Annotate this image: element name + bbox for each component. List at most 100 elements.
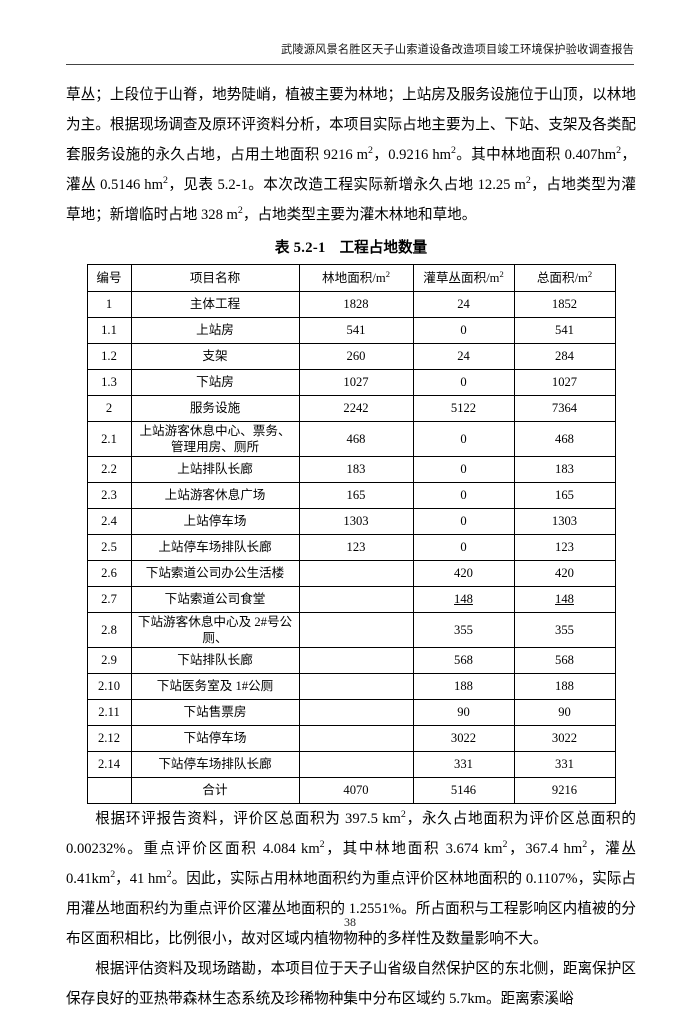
cell-total-area: 3022 bbox=[513, 725, 616, 752]
table-header-cell: 编号 bbox=[86, 264, 132, 292]
cell-forest-area bbox=[298, 560, 414, 587]
table-body: 1 主体工程 1828 24 1852 1.1 上站房 541 0 541 1.2 支架 260 24 28… bbox=[86, 291, 616, 804]
cell-shrub-area: 355 bbox=[412, 612, 515, 648]
table-row: 2 服务设施 2242 5122 7364 bbox=[86, 395, 616, 422]
cell-id: 2.1 bbox=[86, 421, 132, 457]
paragraph-land-use: 草丛；上段位于山脊，地势陡峭，植被主要为林地；上站房及服务设施位于山顶，以林地为… bbox=[66, 87, 636, 223]
cell-name: 下站医务室及 1#公厕 bbox=[130, 673, 300, 700]
cell-id: 1.3 bbox=[86, 369, 132, 396]
table-caption-number: 表 5.2-1 bbox=[274, 240, 326, 256]
cell-forest-area: 123 bbox=[298, 534, 414, 561]
superscript: 2 bbox=[525, 175, 531, 187]
cell-id: 2.6 bbox=[86, 560, 132, 587]
cell-shrub-area: 5122 bbox=[412, 395, 515, 422]
cell-shrub-area: 420 bbox=[412, 560, 515, 587]
occupied-land-table: 编号 项目名称 林地面积/m2 灌草丛面积/m2 总面积/m2 1 主体工程 1828 24 1… bbox=[86, 264, 616, 804]
cell-shrub-area: 148 bbox=[412, 586, 515, 613]
cell-forest-area: 183 bbox=[298, 456, 414, 483]
cell-id: 2.3 bbox=[86, 482, 132, 509]
table-row: 2.6 下站索道公司办公生活楼 420 420 bbox=[86, 560, 616, 587]
page-number: 38 bbox=[344, 915, 356, 929]
cell-forest-area: 260 bbox=[298, 343, 414, 370]
cell-id: 2 bbox=[86, 395, 132, 422]
cell-forest-area: 1027 bbox=[298, 369, 414, 396]
cell-shrub-area: 90 bbox=[412, 699, 515, 726]
table-row: 2.8 下站游客休息中心及 2#号公厕、 355 355 bbox=[86, 612, 616, 648]
superscript: 2 bbox=[110, 869, 116, 881]
table-row: 2.12 下站停车场 3022 3022 bbox=[86, 725, 616, 752]
table-row: 2.11 下站售票房 90 90 bbox=[86, 699, 616, 726]
cell-forest-area bbox=[298, 586, 414, 613]
cell-total-area: 165 bbox=[513, 482, 616, 509]
cell-total-area: 188 bbox=[513, 673, 616, 700]
cell-shrub-area: 5146 bbox=[412, 777, 515, 804]
cell-forest-area: 2242 bbox=[298, 395, 414, 422]
cell-id: 2.4 bbox=[86, 508, 132, 535]
cell-forest-area bbox=[298, 612, 414, 648]
table-row: 2.3 上站游客休息广场 165 0 165 bbox=[86, 482, 616, 509]
cell-forest-area bbox=[298, 647, 414, 674]
cell-shrub-area: 24 bbox=[412, 291, 515, 318]
cell-shrub-area: 331 bbox=[412, 751, 515, 778]
table-row: 1.1 上站房 541 0 541 bbox=[86, 317, 616, 344]
superscript: 2 bbox=[587, 268, 593, 279]
superscript: 2 bbox=[616, 145, 622, 157]
superscript: 2 bbox=[385, 268, 390, 279]
cell-total-area: 420 bbox=[513, 560, 616, 587]
table-caption-text: 工程占地数量 bbox=[339, 240, 428, 256]
cell-shrub-area: 188 bbox=[412, 673, 515, 700]
cell-id: 2.2 bbox=[86, 456, 132, 483]
superscript: 2 bbox=[237, 205, 243, 217]
cell-name: 合计 bbox=[130, 777, 300, 804]
cell-shrub-area: 3022 bbox=[412, 725, 515, 752]
cell-id: 2.11 bbox=[86, 699, 132, 726]
cell-shrub-area: 0 bbox=[412, 317, 515, 344]
cell-name: 上站房 bbox=[130, 317, 300, 344]
superscript: 2 bbox=[162, 175, 168, 187]
cell-id: 2.10 bbox=[86, 673, 132, 700]
running-header: 武陵源风景名胜区天子山索道设备改造项目竣工环境保护验收调查报告 bbox=[280, 44, 634, 56]
table-head: 编号 项目名称 林地面积/m2 灌草丛面积/m2 总面积/m2 bbox=[86, 264, 616, 292]
table-row: 1 主体工程 1828 24 1852 bbox=[86, 291, 616, 318]
table-row: 2.5 上站停车场排队长廊 123 0 123 bbox=[86, 534, 616, 561]
cell-name: 下站索道公司办公生活楼 bbox=[130, 560, 300, 587]
cell-forest-area: 468 bbox=[298, 421, 414, 457]
cell-total-area: 123 bbox=[513, 534, 616, 561]
cell-name: 上站停车场 bbox=[130, 508, 300, 535]
cell-forest-area bbox=[298, 725, 414, 752]
superscript: 2 bbox=[450, 145, 456, 157]
cell-total-area: 7364 bbox=[513, 395, 616, 422]
table-caption: 表 5.2-1 工程占地数量 bbox=[66, 236, 636, 260]
paragraph-nature-reserve: 根据评估资料及现场踏勘，本项目位于天子山省级自然保护区的东北侧，距离保护区保存良… bbox=[66, 961, 636, 1007]
cell-shrub-area: 0 bbox=[412, 534, 515, 561]
cell-forest-area bbox=[298, 751, 414, 778]
cell-name: 下站售票房 bbox=[130, 699, 300, 726]
cell-name: 上站游客休息广场 bbox=[130, 482, 300, 509]
cell-shrub-area: 0 bbox=[412, 482, 515, 509]
cell-id: 2.8 bbox=[86, 612, 132, 648]
superscript: 2 bbox=[368, 145, 373, 157]
cell-name: 下站排队长廊 bbox=[130, 647, 300, 674]
cell-total-area: 1852 bbox=[513, 291, 616, 318]
cell-id: 2.14 bbox=[86, 751, 132, 778]
cell-total-area: 331 bbox=[513, 751, 616, 778]
table-header-cell: 项目名称 bbox=[130, 264, 300, 292]
table-row: 1.2 支架 260 24 284 bbox=[86, 343, 616, 370]
cell-forest-area: 4070 bbox=[298, 777, 414, 804]
cell-forest-area bbox=[298, 673, 414, 700]
cell-name: 支架 bbox=[130, 343, 300, 370]
cell-total-area: 1303 bbox=[513, 508, 616, 535]
superscript: 2 bbox=[502, 839, 508, 851]
cell-id: 1.2 bbox=[86, 343, 132, 370]
cell-id: 2.9 bbox=[86, 647, 132, 674]
table-header-row: 编号 项目名称 林地面积/m2 灌草丛面积/m2 总面积/m2 bbox=[86, 264, 616, 292]
cell-id: 1 bbox=[86, 291, 132, 318]
cell-total-area: 148 bbox=[513, 586, 616, 613]
cell-name: 下站停车场 bbox=[130, 725, 300, 752]
cell-name: 上站游客休息中心、票务、管理用房、厕所 bbox=[130, 421, 300, 457]
superscript: 2 bbox=[166, 869, 172, 881]
table-row: 2.10 下站医务室及 1#公厕 188 188 bbox=[86, 673, 616, 700]
cell-total-area: 9216 bbox=[513, 777, 616, 804]
cell-name: 主体工程 bbox=[130, 291, 300, 318]
cell-total-area: 90 bbox=[513, 699, 616, 726]
